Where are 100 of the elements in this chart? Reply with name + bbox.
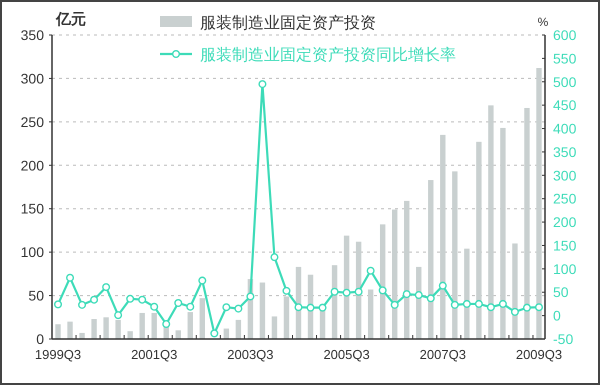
point (162, 320, 170, 328)
y2-tick-label: 450 (553, 97, 577, 114)
legend-label: 服装制造业固定资产投资同比增长率 (200, 46, 456, 64)
bar (139, 312, 145, 339)
y-tick-label: 100 (20, 244, 44, 260)
y-axis-title: 亿元 (55, 11, 86, 28)
bar (164, 326, 169, 339)
point (186, 302, 194, 311)
y2-tick-label: 600 (553, 27, 577, 43)
bar (404, 200, 410, 339)
point (138, 296, 146, 304)
y-tick-label: 350 (20, 27, 44, 43)
point (282, 286, 290, 295)
bar (200, 298, 206, 339)
point (474, 300, 483, 308)
bar (152, 312, 157, 339)
bar (332, 265, 338, 339)
x-tick-label: 2001Q3 (131, 347, 178, 362)
bar (260, 282, 266, 339)
bar (55, 324, 61, 339)
y2-tick-label: -50 (553, 331, 574, 347)
bar (500, 128, 506, 339)
bar (188, 312, 193, 339)
point (510, 308, 519, 316)
bar (272, 316, 278, 339)
y-tick-label: 150 (20, 200, 44, 217)
point (390, 300, 399, 309)
x-tick-label: 2007Q3 (420, 347, 466, 362)
y2-tick-label: 50 (553, 284, 569, 300)
y2-tick-label: 550 (553, 50, 577, 66)
point (534, 303, 543, 312)
y-tick-label: 300 (20, 70, 44, 86)
point (66, 274, 74, 282)
point (114, 311, 122, 320)
bar (115, 320, 121, 339)
bar (452, 171, 458, 339)
bar (380, 224, 386, 339)
y2-tick-label: 500 (553, 74, 577, 90)
y-tick-label: 50 (28, 288, 44, 304)
bar (536, 68, 542, 339)
y2-tick-label: 250 (553, 190, 577, 207)
point (222, 303, 230, 312)
y2-axis-title: % (538, 15, 549, 29)
bar (236, 320, 242, 339)
bar (476, 142, 482, 339)
y2-tick-label: 100 (553, 260, 577, 277)
bar (368, 289, 374, 339)
y-tick-label: 0 (36, 331, 44, 347)
point (438, 282, 447, 290)
bar (284, 296, 290, 339)
point (234, 304, 242, 313)
bar (440, 134, 446, 339)
bar (356, 242, 362, 339)
point (450, 300, 459, 309)
bar (512, 243, 518, 339)
y2-tick-label: 200 (553, 214, 577, 230)
y2-tick-label: 400 (553, 120, 577, 137)
y-tick-label: 250 (20, 114, 44, 130)
point (210, 329, 218, 338)
bar (428, 180, 434, 339)
bar (464, 248, 470, 339)
point (294, 303, 302, 312)
point (402, 290, 411, 298)
point (486, 303, 495, 312)
point (258, 80, 266, 88)
point (354, 288, 363, 296)
point (522, 304, 531, 312)
point (246, 292, 254, 300)
x-tick-label: 2005Q3 (323, 347, 370, 362)
y2-tick-label: 300 (553, 167, 577, 184)
point (90, 296, 98, 304)
y2-tick-label: 350 (553, 144, 577, 160)
bar (127, 331, 133, 339)
point (174, 298, 182, 307)
point (78, 300, 86, 309)
y-tick-label: 200 (20, 157, 44, 174)
bar (67, 322, 73, 339)
x-tick-label: 2009Q3 (516, 347, 562, 362)
bar (488, 105, 494, 339)
bar (176, 330, 181, 339)
x-tick-label: 2003Q3 (227, 347, 274, 362)
point (102, 283, 110, 292)
bar (224, 328, 230, 339)
point (426, 294, 435, 302)
point (366, 266, 375, 275)
point (330, 288, 339, 296)
point (318, 304, 327, 312)
point (126, 294, 134, 303)
bar (103, 317, 109, 339)
point (498, 300, 507, 308)
point (342, 288, 351, 297)
point (378, 286, 387, 294)
point (270, 253, 278, 262)
bar (344, 236, 350, 339)
point (306, 304, 315, 312)
bar (91, 319, 97, 339)
point (462, 300, 471, 308)
point (54, 300, 62, 308)
point (198, 276, 206, 285)
x-tick-label: 1999Q3 (34, 347, 82, 362)
